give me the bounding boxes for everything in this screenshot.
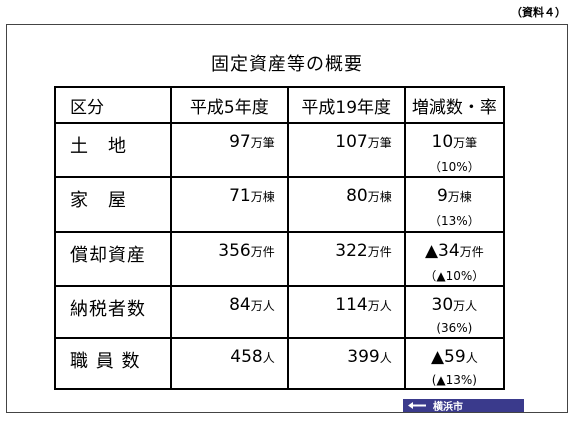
change-value: 9万棟 （13%） (403, 176, 506, 233)
yokohama-emblem-icon (408, 402, 426, 409)
change-percent: (▲13%) (431, 372, 477, 387)
header-h19: 平成19年度 (286, 86, 406, 124)
change-percent: (36%) (436, 321, 473, 336)
table-row: 納税者数 84万人 114万人 30万人 (36%) (54, 285, 506, 339)
row-label: 償却資産 (54, 230, 172, 288)
change-percent: （10%） (429, 160, 480, 174)
table-row: 土 地 97万筆 107万筆 10万筆 （10%） (54, 121, 506, 179)
header-change: 増減数・率 (403, 86, 506, 124)
header-category: 区分 (54, 86, 172, 124)
asset-summary-table: 区分 平成5年度 平成19年度 増減数・率 土 地 97万筆 107万筆 10万… (54, 86, 506, 391)
table-row: 家 屋 71万棟 80万棟 9万棟 （13%） (54, 176, 506, 233)
slide-frame (6, 24, 568, 413)
row-label: 土 地 (54, 121, 172, 179)
table-row: 償却資産 356万件 322万件 ▲34万件 （▲10%） (54, 230, 506, 288)
h19-value: 322万件 (286, 230, 406, 288)
change-value: ▲34万件 （▲10%） (403, 230, 506, 288)
h5-value: 458人 (169, 336, 289, 391)
row-label: 職 員 数 (54, 336, 172, 391)
h19-value: 399人 (286, 336, 406, 391)
header-h5: 平成5年度 (169, 86, 289, 124)
change-value: ▲59人 (▲13%) (403, 336, 506, 391)
h5-value: 71万棟 (169, 176, 289, 233)
h19-value: 114万人 (286, 285, 406, 339)
row-label: 納税者数 (54, 285, 172, 339)
table-header-row: 区分 平成5年度 平成19年度 増減数・率 (54, 86, 506, 124)
h5-value: 356万件 (169, 230, 289, 288)
change-value: 30万人 (36%) (403, 285, 506, 339)
table-row: 職 員 数 458人 399人 ▲59人 (▲13%) (54, 336, 506, 391)
change-value: 10万筆 （10%） (403, 121, 506, 179)
page-title: 固定資産等の概要 (211, 54, 363, 75)
change-percent: （13%） (429, 214, 480, 229)
h19-value: 107万筆 (286, 121, 406, 179)
h19-value: 80万棟 (286, 176, 406, 233)
city-logo: 横浜市 (403, 399, 524, 413)
h5-value: 97万筆 (169, 121, 289, 179)
h5-value: 84万人 (169, 285, 289, 339)
document-reference-label: （資料４） (511, 6, 566, 19)
row-label: 家 屋 (54, 176, 172, 233)
logo-text: 横浜市 (433, 402, 463, 413)
change-percent: （▲10%） (424, 268, 485, 283)
